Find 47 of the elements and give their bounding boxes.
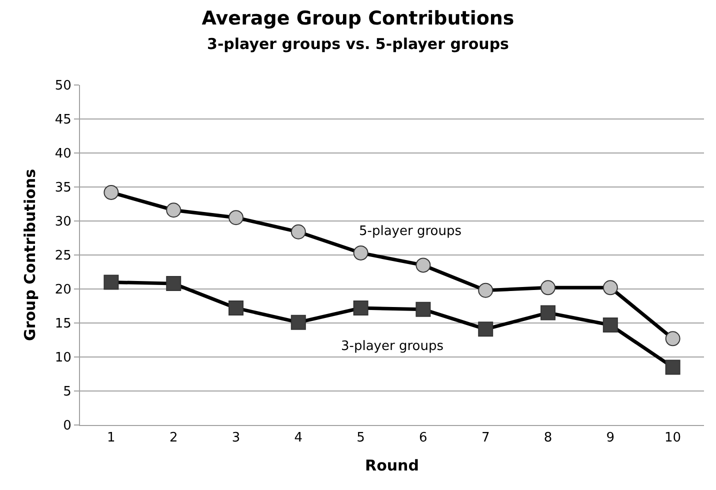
point (602, 280, 618, 296)
y-tick-label: 35 (54, 180, 72, 196)
point (478, 322, 494, 337)
point (416, 258, 431, 273)
y-tick-label: 40 (54, 146, 72, 162)
point (540, 280, 556, 296)
x-tick-label: 7 (481, 430, 490, 446)
x-tick-label: 2 (169, 430, 178, 446)
point (166, 202, 182, 218)
point (416, 302, 431, 317)
point (228, 300, 244, 316)
y-tick-label: 25 (54, 248, 72, 264)
y-tick-label: 5 (63, 384, 72, 400)
point (290, 224, 306, 240)
point (290, 314, 306, 330)
y-tick-label: 30 (54, 214, 72, 230)
point (665, 360, 680, 375)
x-tick-label: 10 (664, 430, 682, 446)
x-axis-title: Round (365, 456, 419, 475)
x-tick-label: 6 (419, 430, 428, 446)
point (602, 318, 618, 333)
x-tick-label: 3 (232, 430, 240, 446)
y-tick-label: 15 (54, 316, 72, 332)
y-tick-label: 0 (63, 418, 72, 434)
point (540, 305, 556, 320)
y-tick-label: 20 (54, 282, 72, 298)
series-label: 3-player groups (341, 339, 444, 354)
x-tick-label: 8 (544, 430, 552, 446)
y-tick-label: 10 (54, 350, 72, 366)
series-label: 5-player groups (359, 224, 462, 239)
y-axis-title: Group Contributions (21, 168, 40, 341)
point (104, 274, 119, 290)
point (353, 245, 368, 260)
point (228, 210, 244, 226)
chart-title: Average Group Contributions (202, 8, 514, 30)
point (166, 276, 182, 292)
chart-subtitle: 3-player groups vs. 5-player groups (207, 35, 510, 54)
point (353, 300, 368, 316)
y-tick-label: 45 (54, 112, 72, 128)
x-tick-label: 5 (356, 430, 365, 446)
x-tick-label: 1 (107, 430, 116, 446)
x-tick-label: 4 (294, 430, 303, 446)
x-tick-label: 9 (606, 430, 615, 446)
point (104, 184, 119, 200)
y-tick-label: 50 (54, 78, 72, 94)
point (478, 282, 494, 298)
point (665, 331, 680, 346)
